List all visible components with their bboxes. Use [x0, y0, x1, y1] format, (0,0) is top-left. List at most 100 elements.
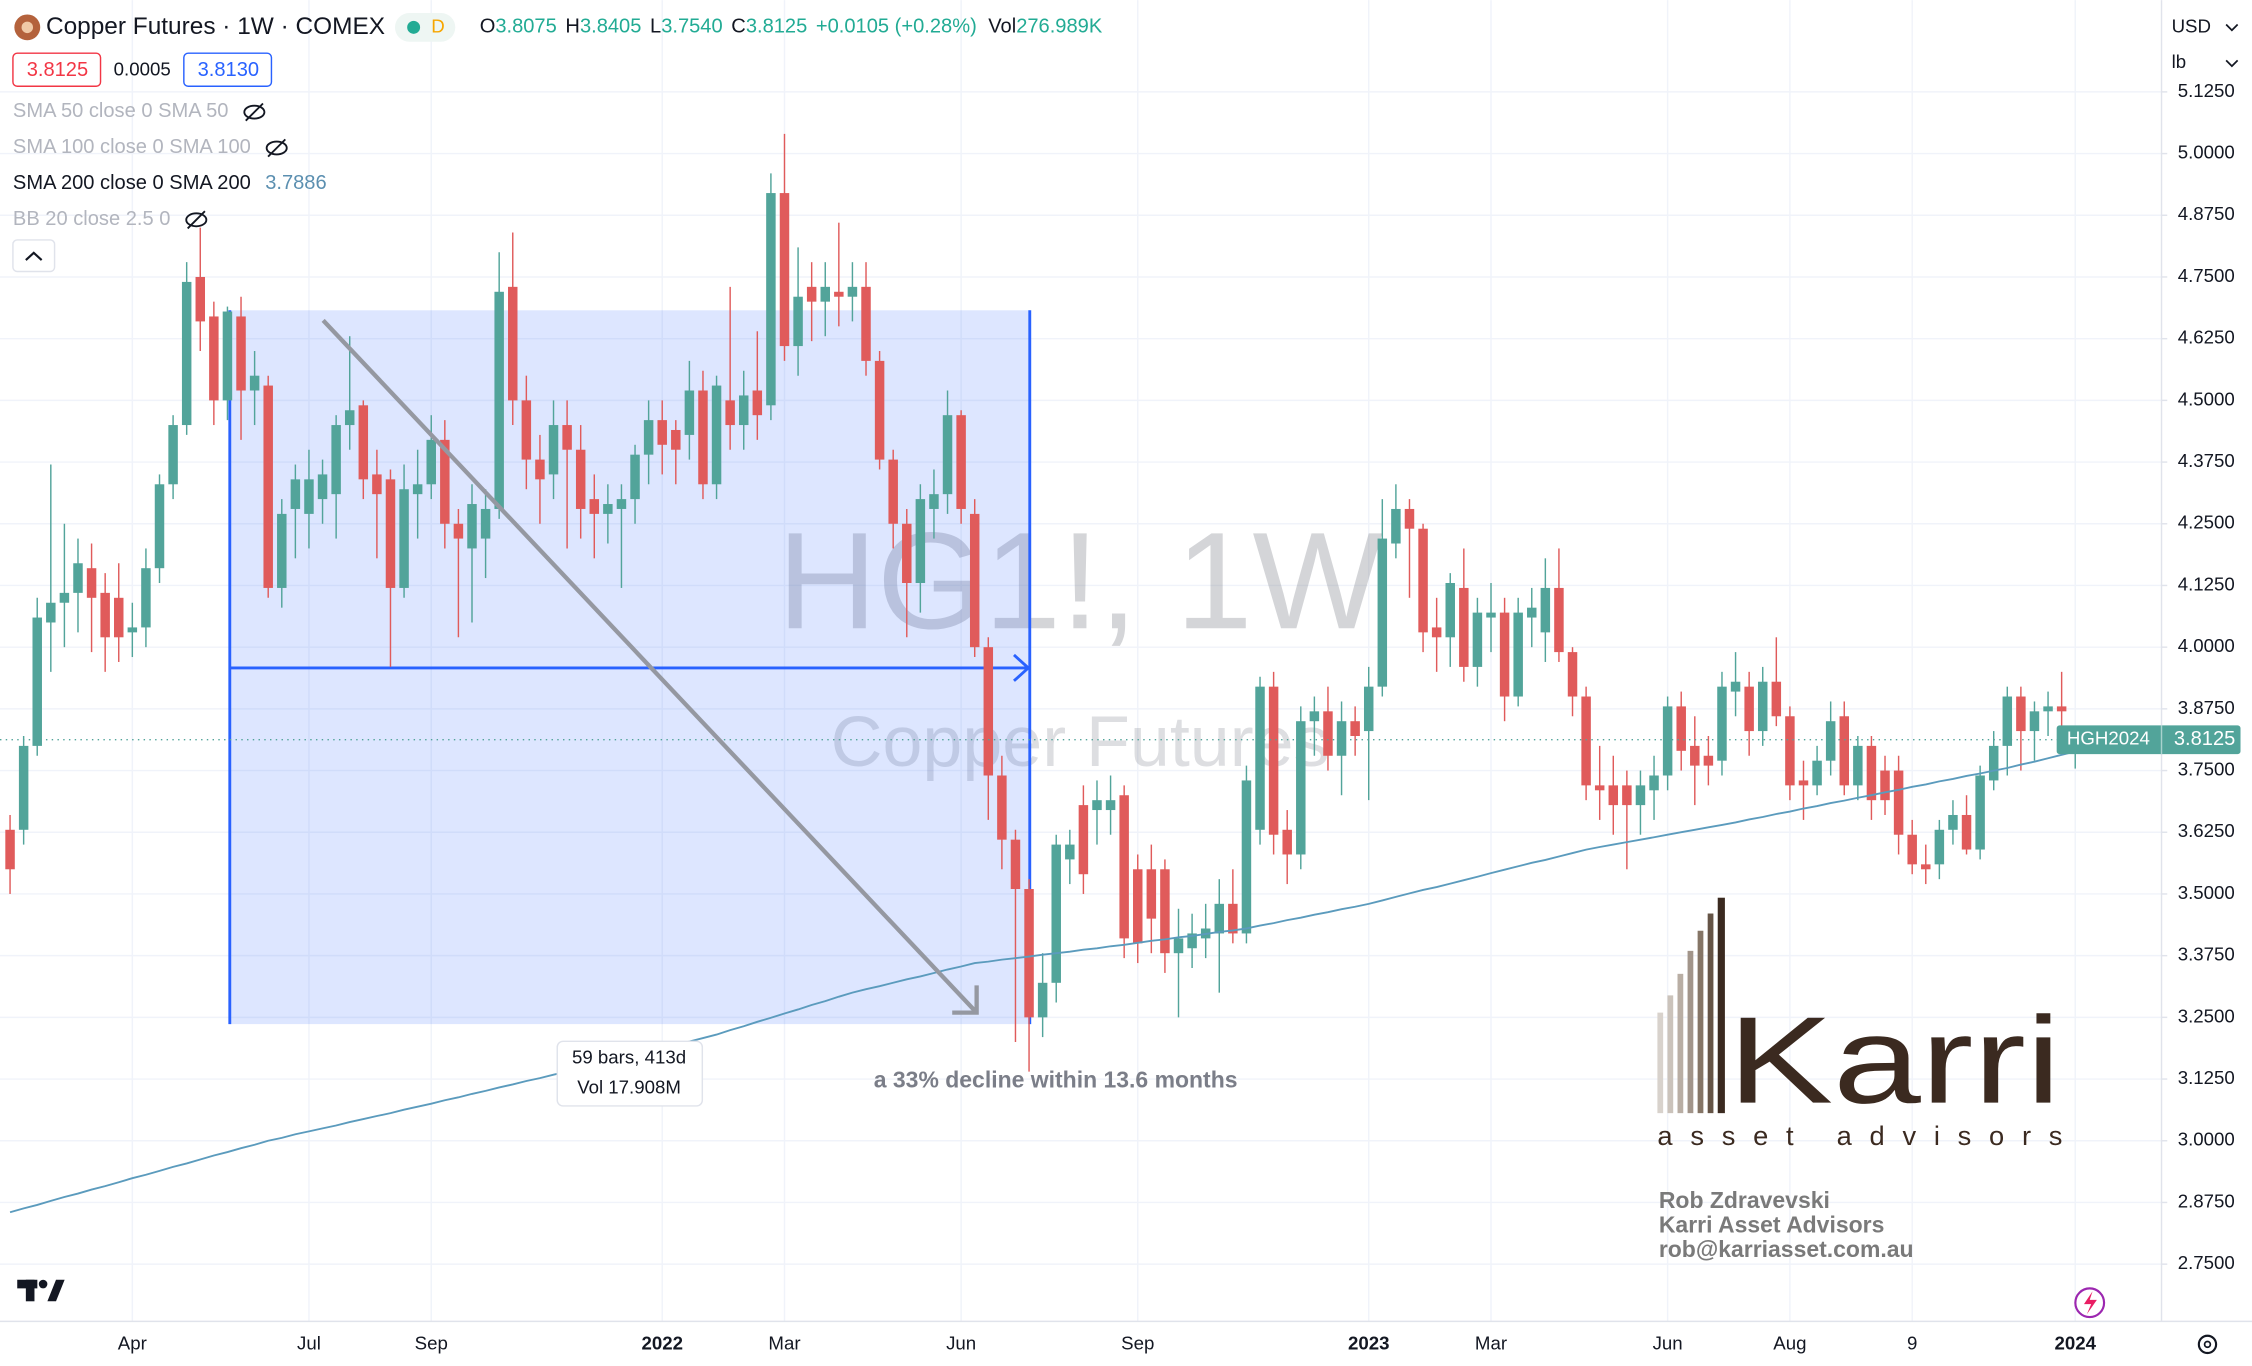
hidden-eye-icon[interactable]: [265, 140, 288, 156]
collapse-icon: [25, 251, 43, 261]
candle-body: [1010, 839, 1021, 890]
sell-box[interactable]: [12, 52, 102, 87]
alert-icon[interactable]: [2074, 1287, 2106, 1319]
candle-body: [1336, 721, 1347, 756]
candle-body: [548, 425, 559, 475]
candle-body: [331, 425, 341, 495]
candle-body: [1853, 745, 1863, 786]
hidden-eye-icon[interactable]: [243, 104, 266, 120]
candle-body: [1825, 721, 1836, 761]
measure-volume: Vol 17.908M: [577, 1077, 681, 1098]
candle-body: [752, 390, 763, 416]
candle-body: [793, 296, 803, 347]
candle-body: [2016, 696, 2026, 732]
unit-select[interactable]: [2165, 46, 2244, 81]
candle-body: [711, 385, 722, 485]
ohlc-value: 3.8125: [746, 16, 807, 38]
candle-body: [59, 592, 70, 603]
y-tick-label: 3.1250: [2178, 1067, 2235, 1088]
collapse-button[interactable]: [12, 239, 56, 273]
y-tick-label: 4.5000: [2178, 388, 2235, 409]
currency-select[interactable]: [2165, 8, 2244, 44]
y-tick-label: 3.8750: [2178, 697, 2235, 718]
candle-body: [806, 286, 817, 302]
x-tick-label: Apr: [118, 1332, 147, 1353]
candle-body: [1241, 780, 1252, 934]
candle-body: [1730, 681, 1741, 692]
candle-body: [480, 508, 491, 539]
x-tick-label: Aug: [1773, 1332, 1806, 1353]
candle-body: [1690, 745, 1700, 766]
candle-body: [344, 410, 355, 426]
candle-body: [1228, 903, 1238, 934]
candle-body: [725, 400, 735, 426]
indicator-label: SMA 100 close 0 SMA 100: [13, 136, 251, 158]
candle-body: [1554, 587, 1564, 653]
ohlc-value: 3.7540: [661, 16, 722, 38]
candle-body: [1255, 686, 1265, 830]
candle-body: [372, 474, 382, 495]
candle-body: [2056, 706, 2067, 712]
candle-body: [290, 479, 301, 509]
candle-body: [1866, 745, 1877, 801]
ohlc-value: 3.8075: [495, 16, 556, 38]
candle-body: [263, 385, 273, 588]
dropdown-icon: [2225, 23, 2239, 32]
candle-body: [1092, 800, 1102, 811]
candle-body: [738, 395, 749, 426]
trend-arrow[interactable]: [321, 318, 979, 1015]
hidden-eye-icon[interactable]: [185, 212, 208, 228]
candle-body: [195, 276, 206, 322]
candle-body: [562, 425, 572, 450]
buy-box[interactable]: [183, 52, 273, 87]
candle-body: [168, 425, 178, 485]
x-tick-label: Mar: [768, 1332, 800, 1353]
y-tick-label: 4.7500: [2178, 265, 2235, 286]
alert-bolt: [2083, 1291, 2097, 1315]
y-tick-label: 3.7500: [2178, 758, 2235, 779]
candle-body: [1921, 864, 1931, 870]
indicator-name: BB 20 close 2.5 0: [13, 208, 171, 230]
currency: USD: [2172, 15, 2211, 36]
unit: lb: [2172, 51, 2187, 72]
candle-body: [1717, 686, 1727, 761]
candle-body: [1404, 508, 1415, 529]
y-tick-label: 3.3750: [2178, 944, 2235, 965]
contact-email: rob@karriasset.com.au: [1659, 1236, 1914, 1262]
y-tick-label: 5.0000: [2178, 142, 2235, 163]
plot: [0, 133, 2162, 1214]
candle-body: [1961, 814, 1972, 850]
price-tag-price: 3.8125: [2174, 728, 2235, 750]
trend-arrowhead: [952, 985, 979, 1015]
candle-body: [657, 420, 667, 445]
tradingview-logo[interactable]: [17, 1279, 65, 1302]
candle-body: [915, 499, 926, 583]
candle-body: [18, 745, 29, 830]
candle-body: [969, 513, 980, 648]
candle-body: [127, 627, 138, 633]
candle-body: [46, 602, 56, 623]
y-tick-label: 2.8750: [2178, 1190, 2235, 1211]
symbol-title[interactable]: Copper Futures · 1W · COMEX: [46, 13, 385, 40]
status-pill[interactable]: [394, 13, 456, 42]
candle-body: [1024, 889, 1034, 1018]
candle-body: [1608, 785, 1619, 806]
settings-icon[interactable]: [2197, 1334, 2218, 1355]
candle-body: [5, 829, 15, 870]
indicator-name: SMA 200 close 0 SMA 200: [13, 172, 251, 194]
grid: [0, 0, 2162, 1322]
candle-body: [1105, 800, 1116, 811]
candle-body: [834, 291, 844, 297]
indicator-name: SMA 100 close 0 SMA 100: [13, 136, 251, 158]
measure-label-box: [556, 1040, 704, 1107]
candle-body: [236, 316, 246, 391]
candle-body: [616, 499, 627, 509]
y-tick-label: 4.1250: [2178, 573, 2235, 594]
candle-body: [1296, 721, 1306, 855]
candle-body: [1812, 760, 1822, 786]
candle-body: [1051, 844, 1061, 983]
candle-body: [902, 523, 912, 583]
data-badge: D: [431, 15, 444, 36]
candle-body: [494, 291, 504, 509]
candle-body: [589, 499, 600, 514]
